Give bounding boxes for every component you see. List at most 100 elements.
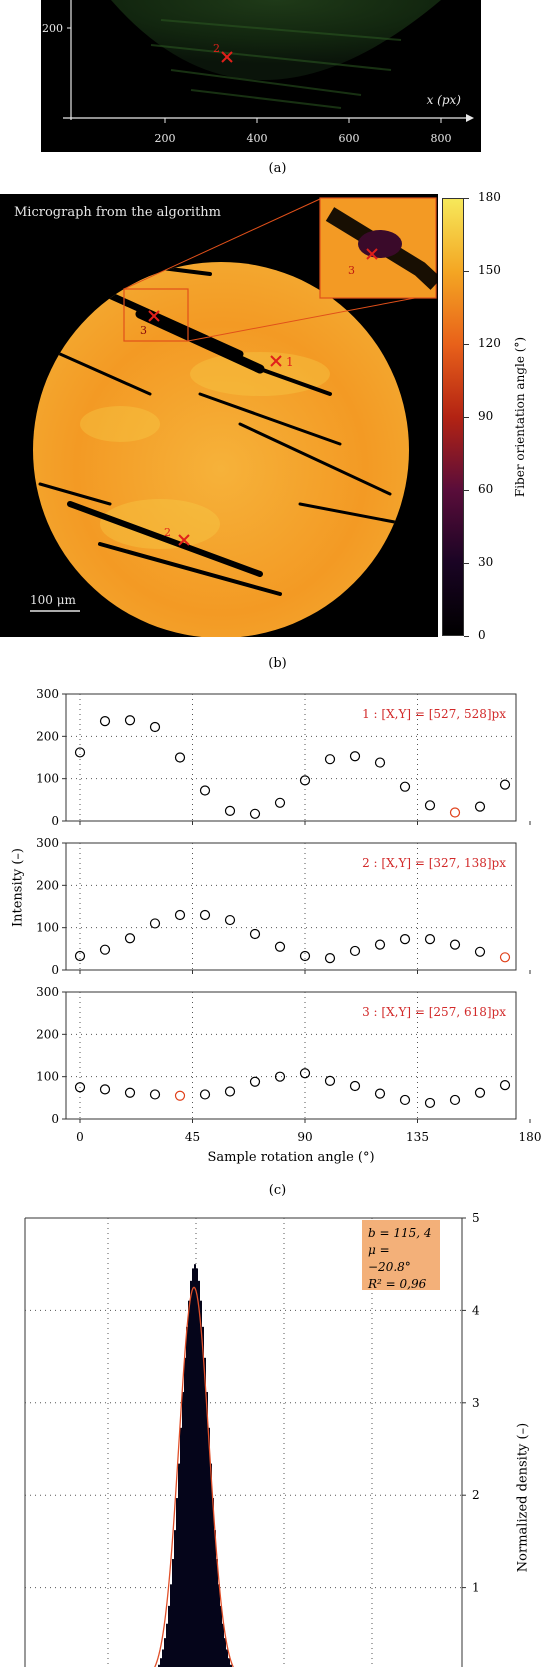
x-tick-label: 800	[431, 132, 452, 145]
data-point	[474, 801, 486, 812]
colorbar-tick	[464, 198, 469, 199]
y-tick-label: 200	[42, 22, 63, 35]
y-tick-label: 4	[472, 1303, 480, 1317]
stats-line: R² = 0,96	[368, 1277, 427, 1291]
data-point	[249, 1076, 261, 1087]
zoom-line	[123, 198, 321, 290]
y-tick-label: 3	[472, 1396, 480, 1410]
data-point	[74, 747, 86, 758]
data-point	[249, 928, 261, 940]
panel-c-chart: 0 100 200 300 1 : [X,Y] = [527, 528]px 0 100 20…	[36, 687, 541, 1144]
colorbar-ticks: 180 150 120 90 60 30 0	[464, 190, 504, 642]
histogram-bar	[160, 1658, 162, 1667]
histogram-bar	[206, 1392, 208, 1667]
svg-text:3: 3	[140, 324, 147, 337]
data-point	[424, 800, 436, 811]
histogram-bar	[178, 1463, 180, 1667]
marker-2: 2	[213, 42, 233, 63]
x-tick-label: 200	[155, 132, 176, 145]
data-point	[224, 805, 236, 816]
stats-line: b = 115, 4	[368, 1226, 432, 1240]
data-point	[74, 950, 86, 962]
y-tick-label: 100	[36, 921, 59, 935]
histogram-bar	[172, 1559, 174, 1667]
data-point	[149, 918, 161, 929]
data-point	[324, 953, 336, 964]
histogram-bar	[174, 1530, 176, 1667]
x-tick-label: 400	[247, 132, 268, 145]
histogram-bar	[208, 1427, 210, 1667]
data-point	[124, 715, 136, 726]
data-point	[399, 781, 411, 792]
micrograph-disc	[33, 262, 409, 637]
colorbar-tick	[464, 417, 469, 418]
histogram-bar	[188, 1300, 190, 1667]
data-point	[299, 775, 311, 786]
data-point	[149, 1089, 161, 1100]
fiber-streaks	[150, 19, 402, 109]
data-point	[274, 941, 286, 952]
caption-b: (b)	[268, 656, 287, 671]
data-point	[74, 1082, 86, 1093]
data-point	[99, 944, 111, 955]
data-point	[224, 914, 236, 926]
y-tick-label: 300	[36, 836, 59, 850]
data-point	[474, 946, 486, 957]
svg-text:2: 2	[213, 42, 220, 55]
panel-c-ylabel: Intensity (–)	[10, 848, 26, 927]
y-tick-label: 100	[36, 772, 59, 786]
x-tick-label: 90	[297, 1130, 312, 1144]
y-tick-label: 2	[472, 1488, 480, 1502]
data-point	[424, 1097, 436, 1109]
data-point	[99, 1084, 111, 1095]
data-point	[424, 933, 436, 945]
panel-a-image: 200 200 400 600 800 x (px) 2	[41, 0, 481, 152]
colorbar-tick-label: 120	[478, 336, 501, 350]
marker-2: 2	[164, 526, 190, 546]
marker-3: 3	[140, 310, 160, 337]
histogram-bar	[224, 1638, 226, 1667]
data-point	[474, 1087, 486, 1098]
micrograph-green-region	[111, 0, 441, 80]
svg-text:2: 2	[164, 526, 171, 539]
svg-text:3: 3	[348, 264, 355, 277]
subplot-frame	[65, 991, 517, 1120]
y-tick-label: 100	[36, 1070, 59, 1084]
panel-b-title: Micrograph from the algorithm	[14, 205, 221, 220]
histogram-bar	[228, 1658, 230, 1667]
x-tick-label: 45	[185, 1130, 200, 1144]
panel-b-image: Micrograph from the algorithm 3 1 2 3	[0, 194, 438, 637]
y-tick-label: 1	[472, 1581, 480, 1595]
colorbar-tick-label: 150	[478, 263, 501, 277]
colorbar-tick-label: 0	[478, 628, 486, 642]
histogram-bar	[198, 1280, 200, 1667]
data-point	[174, 1090, 186, 1101]
histogram-bar	[222, 1623, 224, 1667]
x-tick-label: 600	[339, 132, 360, 145]
subplot-annotation: 2 : [X,Y] = [327, 138]px	[362, 856, 506, 870]
histogram-bar	[204, 1357, 206, 1667]
data-point	[299, 950, 311, 962]
panel-d-chart: 1 2 3 4 5	[24, 1211, 480, 1667]
y-tick-label: 300	[36, 985, 59, 999]
y-tick-label: 0	[51, 814, 59, 828]
histogram-bar	[220, 1605, 222, 1667]
inset: 3	[319, 197, 438, 299]
histogram-bar	[190, 1280, 192, 1667]
histogram-bar	[212, 1498, 214, 1667]
y-tick-label: 200	[36, 729, 59, 743]
data-point	[349, 1080, 361, 1092]
colorbar-tick	[464, 636, 469, 637]
histogram-bar	[216, 1559, 218, 1667]
histogram-bar	[202, 1326, 204, 1667]
panel-c-xlabel: Sample rotation angle (°)	[207, 1150, 375, 1165]
histogram-bar	[184, 1357, 186, 1667]
data-point	[349, 945, 361, 957]
data-point	[449, 939, 461, 950]
stats-line: μ = −20.8°	[368, 1243, 411, 1274]
subplot-annotation: 1 : [X,Y] = [527, 528]px	[362, 707, 506, 721]
histogram-bar	[230, 1664, 232, 1667]
histogram-bar	[162, 1649, 164, 1667]
histogram-bar	[196, 1268, 198, 1667]
fiber-cracks	[38, 262, 407, 596]
